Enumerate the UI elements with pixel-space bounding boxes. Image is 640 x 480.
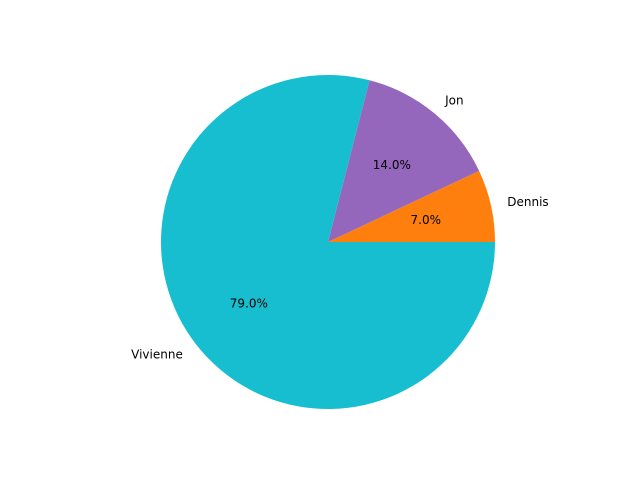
pie-slices	[161, 75, 496, 410]
pie-slice-jon	[328, 80, 480, 242]
pie-labels: 7.0% Dennis 14.0% Jon 79.0% Vivienne	[131, 93, 549, 361]
pie-category-label-jon: Jon	[444, 93, 464, 107]
pie-percent-label-vivienne: 79.0%	[230, 296, 268, 310]
pie-percent-label-jon: 14.0%	[373, 158, 411, 172]
pie-slice-dennis	[328, 170, 496, 242]
pie-percent-label-dennis: 7.0%	[411, 213, 442, 227]
pie-slice-vivienne	[161, 75, 495, 410]
pie-category-label-dennis: Dennis	[507, 195, 548, 209]
pie-category-label-vivienne: Vivienne	[131, 348, 183, 362]
